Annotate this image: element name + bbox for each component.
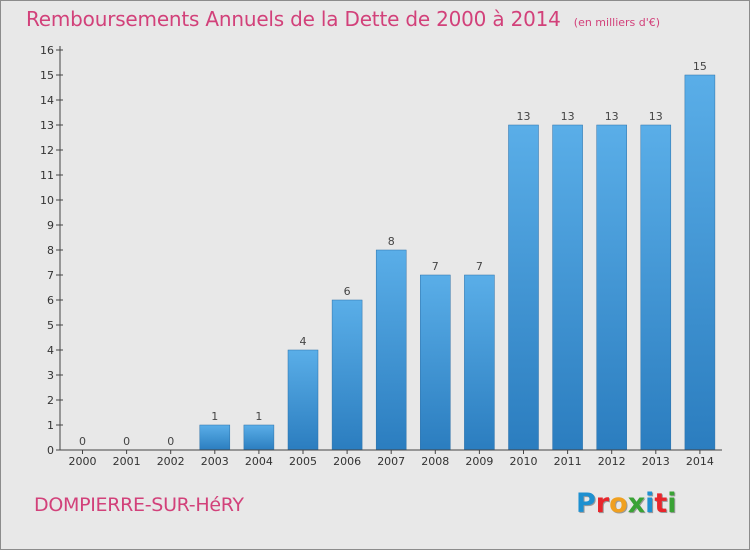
y-tick-label: 5 xyxy=(47,319,54,332)
bar-value-label: 0 xyxy=(167,435,174,448)
x-tick-label: 2006 xyxy=(333,455,361,468)
bar xyxy=(375,249,407,451)
x-tick-label: 2010 xyxy=(510,455,538,468)
bar xyxy=(420,274,451,451)
x-tick-label: 2002 xyxy=(157,455,185,468)
logo-letter: i xyxy=(645,488,655,519)
x-tick-label: 2011 xyxy=(554,455,582,468)
commune-name: DOMPIERRE-SUR-HéRY xyxy=(34,494,244,516)
bar-value-label: 13 xyxy=(605,110,619,123)
x-tick-label: 2012 xyxy=(598,455,626,468)
bar xyxy=(287,349,319,451)
y-tick-label: 3 xyxy=(47,369,54,382)
y-tick-label: 11 xyxy=(40,169,54,182)
y-tick-label: 2 xyxy=(47,394,54,407)
bar xyxy=(243,424,275,451)
bar-value-label: 13 xyxy=(649,110,663,123)
x-tick-label: 2007 xyxy=(377,455,405,468)
bar xyxy=(464,274,495,451)
logo-letter: i xyxy=(667,488,677,519)
bar xyxy=(640,124,672,451)
bar-value-label: 4 xyxy=(300,335,307,348)
bar-value-label: 0 xyxy=(79,435,86,448)
axes-group: 0123456789101112131415160200002001020021… xyxy=(40,44,722,468)
x-tick-label: 2013 xyxy=(642,455,670,468)
y-tick-label: 7 xyxy=(47,269,54,282)
bar xyxy=(508,124,539,451)
chart-title: Remboursements Annuels de la Dette de 20… xyxy=(26,7,561,31)
bars-group xyxy=(199,74,716,451)
y-tick-label: 8 xyxy=(47,244,54,257)
y-tick-label: 4 xyxy=(47,344,54,357)
x-tick-label: 2003 xyxy=(201,455,229,468)
logo-letter: t xyxy=(654,488,668,519)
y-tick-label: 13 xyxy=(40,119,54,132)
logo-letter: P xyxy=(576,488,596,519)
x-tick-label: 2001 xyxy=(113,455,141,468)
y-tick-label: 10 xyxy=(40,194,54,207)
bar-value-label: 1 xyxy=(211,410,218,423)
y-tick-label: 15 xyxy=(40,69,54,82)
y-tick-label: 16 xyxy=(40,44,54,57)
bar-value-label: 1 xyxy=(255,410,262,423)
y-tick-label: 6 xyxy=(47,294,54,307)
x-tick-label: 2004 xyxy=(245,455,273,468)
y-tick-label: 0 xyxy=(47,444,54,457)
bar-value-label: 6 xyxy=(344,285,351,298)
proxiti-logo: Proxiti xyxy=(576,488,677,519)
bar-value-label: 0 xyxy=(123,435,130,448)
logo-letter: o xyxy=(609,488,628,519)
x-tick-label: 2000 xyxy=(69,455,97,468)
x-tick-label: 2005 xyxy=(289,455,317,468)
bar xyxy=(684,74,716,451)
bar-value-label: 8 xyxy=(388,235,395,248)
y-tick-label: 12 xyxy=(40,144,54,157)
x-tick-label: 2009 xyxy=(465,455,493,468)
logo-letter: r xyxy=(595,488,610,519)
chart-subtitle: (en milliers d'€) xyxy=(573,16,661,29)
bar-value-label: 7 xyxy=(432,260,439,273)
x-tick-label: 2014 xyxy=(686,455,714,468)
bar xyxy=(199,424,231,451)
bar xyxy=(331,299,363,451)
bar xyxy=(552,124,583,451)
x-tick-label: 2008 xyxy=(421,455,449,468)
logo-letter: x xyxy=(627,488,646,519)
y-tick-label: 9 xyxy=(47,219,54,232)
bar xyxy=(596,124,627,451)
bar-value-label: 13 xyxy=(561,110,575,123)
chart-title-row: Remboursements Annuels de la Dette de 20… xyxy=(26,7,660,31)
bar-value-label: 7 xyxy=(476,260,483,273)
y-tick-label: 14 xyxy=(40,94,54,107)
bar-value-label: 15 xyxy=(693,60,707,73)
y-tick-label: 1 xyxy=(47,419,54,432)
bar-value-label: 13 xyxy=(517,110,531,123)
